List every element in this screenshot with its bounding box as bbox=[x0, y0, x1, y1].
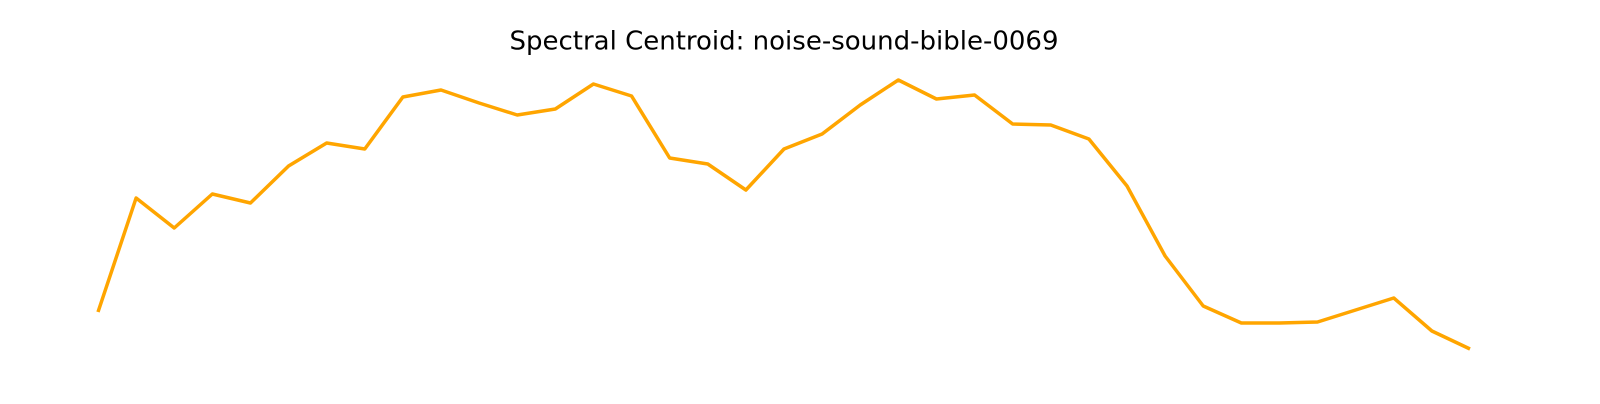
line bbox=[96, 78, 1471, 351]
chart-title: Spectral Centroid: noise-sound-bible-006… bbox=[509, 27, 1058, 57]
